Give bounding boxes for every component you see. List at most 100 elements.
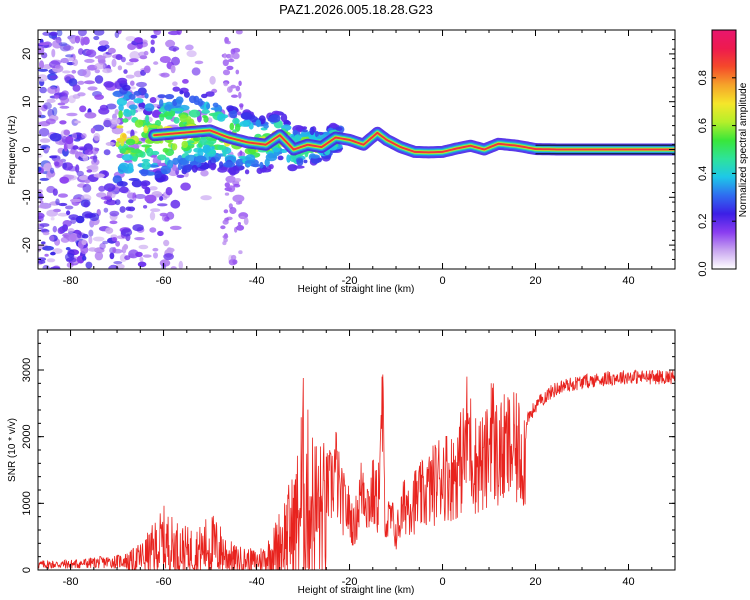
heatmap-cell [99,242,106,250]
heatmap-cell [114,199,121,206]
heatmap-cell [94,251,104,261]
heatmap-cell [69,198,82,203]
heatmap-cell [62,70,71,74]
snr-x-ticks: -80 -60 -40 -20 0 20 40 [46,330,676,588]
heatmap-cell [64,252,75,262]
heatmap-cell [210,107,222,111]
heatmap-cell [236,224,245,231]
heatmap-cell [217,113,226,122]
heatmap-cell [123,108,130,113]
heatmap-cell [117,65,123,71]
heatmap-cell [228,166,240,175]
heatmap-cell [54,64,61,69]
heatmap-cell [149,186,158,191]
heatmap-cell [71,132,78,140]
heatmap-cell [72,58,78,67]
heatmap-cell [157,154,167,161]
heatmap-cell [272,147,281,153]
heatmap-cell [78,48,84,55]
heatmap-cell [77,92,86,97]
heatmap-cell [41,146,47,150]
snr-x-tick-label: -60 [156,576,172,588]
heatmap-cell [43,102,52,110]
heatmap-cell [75,164,80,173]
heatmap-cell [239,215,246,220]
heatmap-cell [104,44,110,49]
heatmap-cell [232,194,245,203]
heatmap-cell [81,233,89,239]
heatmap-cell [294,134,301,143]
heatmap-cell [117,77,128,84]
heatmap-cell [186,140,195,144]
heatmap-cell [94,62,106,70]
heatmap-cell [122,84,131,91]
heatmap-cell [244,169,250,175]
heatmap-cell [264,158,270,167]
heatmap-cell [241,112,252,120]
heatmap-cell [133,98,144,104]
heatmap-cell [124,147,135,151]
heatmap-cell [157,203,168,207]
heatmap-cell [123,244,129,250]
heatmap-cell [209,75,216,85]
heatmap-cell [194,100,201,105]
heatmap-cell [239,120,250,127]
heatmap-cell [206,102,211,110]
heatmap-cell [232,47,241,53]
spectrogram-y-ticks: -20 -10 0 10 20 [21,29,675,270]
heatmap-cell [165,115,173,120]
heatmap-cell [81,239,87,246]
heatmap-cell [123,69,128,74]
heatmap-cell [149,227,157,233]
heatmap-cell [88,235,93,245]
heatmap-cell [42,231,50,236]
heatmap-cell [120,228,133,237]
figure-title: PAZ1.2026.005.18.28.G23 [279,2,433,17]
heatmap-cell [163,253,174,261]
heatmap-cell [60,57,70,64]
heatmap-cell [146,147,154,157]
heatmap-cell [223,209,229,214]
heatmap-cell [77,80,85,85]
heatmap-cell [58,42,68,47]
heatmap-cell [194,155,207,163]
heatmap-cell [74,35,81,44]
heatmap-cell [52,225,57,233]
heatmap-cell [88,229,94,237]
heatmap-cell [49,155,58,159]
heatmap-cell [55,198,60,206]
heatmap-cell [103,149,111,156]
heatmap-cell [222,241,227,246]
heatmap-cell [180,182,191,191]
heatmap-cell [159,99,164,107]
heatmap-cell [60,96,70,104]
heatmap-cell [280,113,288,123]
heatmap-cell [49,266,61,269]
heatmap-cell [177,162,182,171]
heatmap-cell [147,124,159,128]
heatmap-cell [94,75,104,84]
heatmap-cell [82,68,91,78]
heatmap-cell [140,180,151,187]
heatmap-cell [224,192,230,196]
heatmap-cell [144,103,155,112]
heatmap-cell [226,65,234,71]
heatmap-cell [133,90,142,96]
snr-x-tick-label: -40 [249,576,265,588]
heatmap-cell [217,166,228,173]
heatmap-cell [179,90,184,95]
heatmap-cell [94,94,104,100]
heatmap-cell [277,155,284,161]
heatmap-cell [49,31,58,36]
heatmap-cell [222,59,229,67]
heatmap-cell [244,160,256,164]
heatmap-cell [231,94,238,98]
heatmap-cell [132,224,144,232]
heatmap-cell [141,144,152,148]
snr-panel: -80 -60 -40 -20 0 20 40 0 1000 2000 3000 Height o… [7,329,676,596]
heatmap-cell [171,108,182,112]
heatmap-cell [93,30,105,36]
heatmap-cell [303,159,308,164]
heatmap-cell [113,261,123,265]
heatmap-cell [98,185,106,192]
